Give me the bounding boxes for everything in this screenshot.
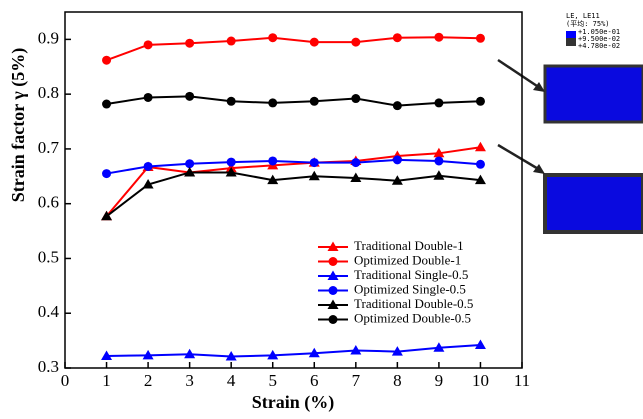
inset-title: LE, LE11 <box>566 12 600 20</box>
inset-level: +4.780e-02 <box>578 42 620 50</box>
data-point <box>227 97 236 106</box>
data-point <box>476 160 485 169</box>
y-axis-label: Strain factor γ (5%) <box>8 48 29 203</box>
data-point <box>434 98 443 107</box>
data-point <box>144 40 153 49</box>
x-tick-label: 0 <box>61 371 70 390</box>
x-tick-label: 5 <box>268 371 277 390</box>
data-point <box>310 38 319 47</box>
data-point <box>102 56 111 65</box>
x-tick-label: 11 <box>514 371 530 390</box>
data-point <box>393 155 402 164</box>
data-point <box>476 97 485 106</box>
x-tick-label: 1 <box>102 371 111 390</box>
y-tick-label: 0.9 <box>38 28 59 47</box>
data-point <box>268 156 277 165</box>
legend-marker <box>329 257 338 266</box>
arrow <box>498 60 540 88</box>
series-line <box>107 160 481 174</box>
series-line <box>107 37 481 60</box>
data-point <box>144 162 153 171</box>
data-point <box>351 158 360 167</box>
data-point <box>310 158 319 167</box>
y-tick-label: 0.4 <box>38 302 60 321</box>
data-point <box>351 38 360 47</box>
data-point <box>475 339 486 349</box>
x-tick-label: 3 <box>185 371 194 390</box>
x-tick-label: 8 <box>393 371 402 390</box>
data-point <box>185 92 194 101</box>
inset-subtitle: (平均: 75%) <box>566 19 610 28</box>
x-tick-label: 7 <box>352 371 361 390</box>
x-tick-label: 2 <box>144 371 153 390</box>
x-tick-label: 9 <box>435 371 444 390</box>
legend-label: Traditional Double-1 <box>354 238 464 253</box>
data-point <box>475 142 486 152</box>
series-line <box>107 345 481 357</box>
data-point <box>102 169 111 178</box>
y-tick-label: 0.3 <box>38 357 59 376</box>
legend-label: Traditional Single-0.5 <box>354 267 468 282</box>
inset-swatch <box>566 31 576 38</box>
data-point <box>227 158 236 167</box>
data-point <box>102 100 111 109</box>
legend-label: Optimized Single-0.5 <box>354 281 466 296</box>
legend-marker <box>329 315 338 324</box>
y-tick-label: 0.7 <box>38 138 60 157</box>
data-point <box>227 37 236 46</box>
legend-label: Optimized Double-0.5 <box>354 310 471 325</box>
y-tick-label: 0.5 <box>38 247 59 266</box>
data-point <box>268 33 277 42</box>
series-line <box>107 96 481 105</box>
data-point <box>268 98 277 107</box>
x-tick-label: 4 <box>227 371 236 390</box>
legend-marker <box>329 286 338 295</box>
y-tick-label: 0.8 <box>38 83 59 102</box>
legend-label: Optimized Double-1 <box>354 252 461 267</box>
inset-strain-top <box>545 66 643 122</box>
data-point <box>434 156 443 165</box>
data-point <box>310 97 319 106</box>
x-axis-label: Strain (%) <box>252 392 335 413</box>
data-point <box>185 159 194 168</box>
x-tick-label: 10 <box>472 371 489 390</box>
series-line <box>107 147 481 216</box>
data-point <box>434 33 443 42</box>
arrow <box>498 145 540 170</box>
data-point <box>351 94 360 103</box>
data-point <box>393 33 402 42</box>
x-tick-label: 6 <box>310 371 319 390</box>
data-point <box>433 170 444 180</box>
data-point <box>144 93 153 102</box>
data-point <box>476 34 485 43</box>
chart: LE, LE11 (平均: 75%) +1.050e-01 +9.500e-02… <box>0 0 643 414</box>
legend-label: Traditional Double-0.5 <box>354 296 473 311</box>
data-point <box>393 101 402 110</box>
inset-strain-bottom <box>545 175 643 232</box>
data-point <box>185 39 194 48</box>
y-tick-label: 0.6 <box>38 193 59 212</box>
series-line <box>107 172 481 216</box>
inset-swatch <box>566 38 576 46</box>
